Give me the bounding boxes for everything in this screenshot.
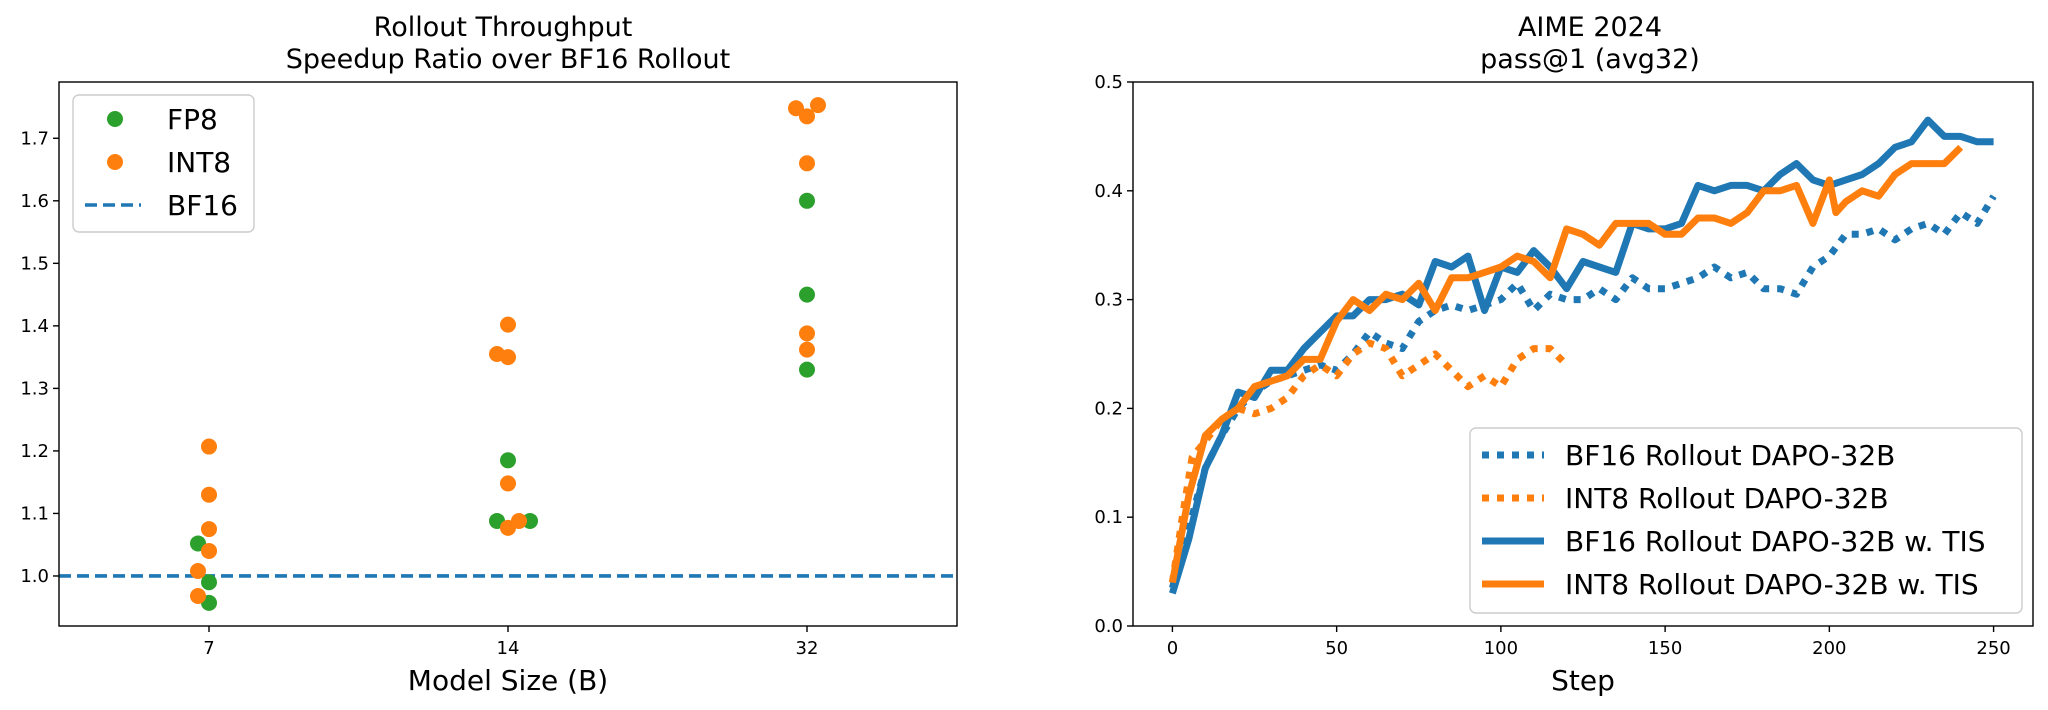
y-tick-label: 1.2 xyxy=(20,441,49,462)
point-int8 xyxy=(190,587,206,604)
legend-marker-fp8 xyxy=(107,111,123,127)
y-tick-label: 1.5 xyxy=(20,253,49,274)
aime-axes-frame xyxy=(1132,81,2034,627)
aime-chart: AIME 2024 pass@1 (avg32) 0.0 0.1 0.2 0.3 0.4… xyxy=(1094,12,2034,697)
y-tick-label: 0.1 xyxy=(1094,507,1123,528)
legend-label-int8: INT8 xyxy=(167,146,231,179)
y-tick-label: 1.1 xyxy=(20,503,49,524)
legend-label-int8-rollout: INT8 Rollout DAPO-32B xyxy=(1565,482,1889,515)
x-tick-label: 0 xyxy=(1167,638,1178,659)
aime-legend: BF16 Rollout DAPO-32B INT8 Rollout DAPO-… xyxy=(1469,427,2023,614)
y-tick-label: 1.3 xyxy=(20,378,49,399)
point-int8 xyxy=(201,438,217,455)
point-int8 xyxy=(810,97,826,114)
point-fp8 xyxy=(799,286,815,303)
throughput-plot-area xyxy=(59,97,957,611)
point-int8 xyxy=(201,521,217,538)
throughput-legend: FP8 INT8 BF16 xyxy=(72,94,255,233)
legend-label-fp8: FP8 xyxy=(167,103,218,136)
aime-x-label: Step xyxy=(1551,664,1615,697)
point-fp8 xyxy=(201,574,217,591)
y-tick-label: 1.4 xyxy=(20,316,49,337)
y-tick-label: 1.7 xyxy=(20,128,49,149)
y-tick-label: 0.0 xyxy=(1094,616,1123,637)
series-line-bf16-rollout-dapo-32b-w-tis xyxy=(1169,116,1994,595)
legend-label-int8-rollout-tis: INT8 Rollout DAPO-32B w. TIS xyxy=(1565,568,1979,601)
point-int8 xyxy=(511,512,527,529)
point-fp8 xyxy=(522,512,538,529)
y-tick-label: 0.5 xyxy=(1094,72,1123,93)
x-tick-label: 150 xyxy=(1648,638,1682,659)
throughput-subtitle: Speedup Ratio over BF16 Rollout xyxy=(286,44,730,75)
x-tick-label: 50 xyxy=(1325,638,1348,659)
point-int8 xyxy=(799,325,815,342)
legend-marker-int8 xyxy=(107,154,123,170)
aime-title: AIME 2024 xyxy=(1518,12,1662,43)
point-int8 xyxy=(201,542,217,559)
point-int8 xyxy=(799,155,815,172)
point-int8 xyxy=(500,316,516,333)
x-tick-label: 14 xyxy=(497,638,520,659)
throughput-x-ticks: 7 14 32 xyxy=(203,626,818,659)
throughput-legend-frame xyxy=(72,94,255,233)
y-tick-label: 0.3 xyxy=(1094,290,1123,311)
point-int8 xyxy=(799,108,815,125)
x-tick-label: 200 xyxy=(1812,638,1846,659)
y-tick-label: 1.6 xyxy=(20,191,49,212)
point-fp8 xyxy=(799,192,815,209)
aime-plot-area xyxy=(1168,116,1997,595)
aime-subtitle: pass@1 (avg32) xyxy=(1480,44,1700,75)
point-int8 xyxy=(500,349,516,366)
throughput-x-label: Model Size (B) xyxy=(408,664,608,697)
point-int8 xyxy=(799,341,815,358)
point-int8 xyxy=(190,562,206,579)
point-fp8 xyxy=(799,361,815,378)
legend-label-bf16-rollout-tis: BF16 Rollout DAPO-32B w. TIS xyxy=(1565,525,1986,558)
legend-label-bf16: BF16 xyxy=(167,189,238,222)
aime-x-ticks: 0 50 100 150 200 250 xyxy=(1167,626,2011,659)
x-tick-label: 100 xyxy=(1484,638,1518,659)
throughput-y-ticks: 1.0 1.1 1.2 1.3 1.4 1.5 1.6 1.7 xyxy=(20,128,59,587)
y-tick-label: 0.4 xyxy=(1094,181,1123,202)
throughput-title: Rollout Throughput xyxy=(374,12,633,43)
aime-legend-frame xyxy=(1469,427,2023,614)
series-line-bf16-rollout-dapo-32b xyxy=(1169,194,1997,589)
point-fp8 xyxy=(500,452,516,469)
point-int8 xyxy=(788,100,804,117)
aime-y-ticks: 0.0 0.1 0.2 0.3 0.4 0.5 xyxy=(1094,72,1133,637)
legend-label-bf16-rollout: BF16 Rollout DAPO-32B xyxy=(1565,439,1895,472)
x-tick-label: 7 xyxy=(203,638,214,659)
throughput-chart: Rollout Throughput Speedup Ratio over BF… xyxy=(20,12,958,697)
x-tick-label: 250 xyxy=(1976,638,2010,659)
y-tick-label: 0.2 xyxy=(1094,398,1123,419)
point-int8 xyxy=(201,486,217,503)
x-tick-label: 32 xyxy=(796,638,819,659)
series-line-int8-rollout-dapo-32b-w-tis xyxy=(1168,144,1964,584)
y-tick-label: 1.0 xyxy=(20,566,49,587)
point-int8 xyxy=(500,475,516,492)
